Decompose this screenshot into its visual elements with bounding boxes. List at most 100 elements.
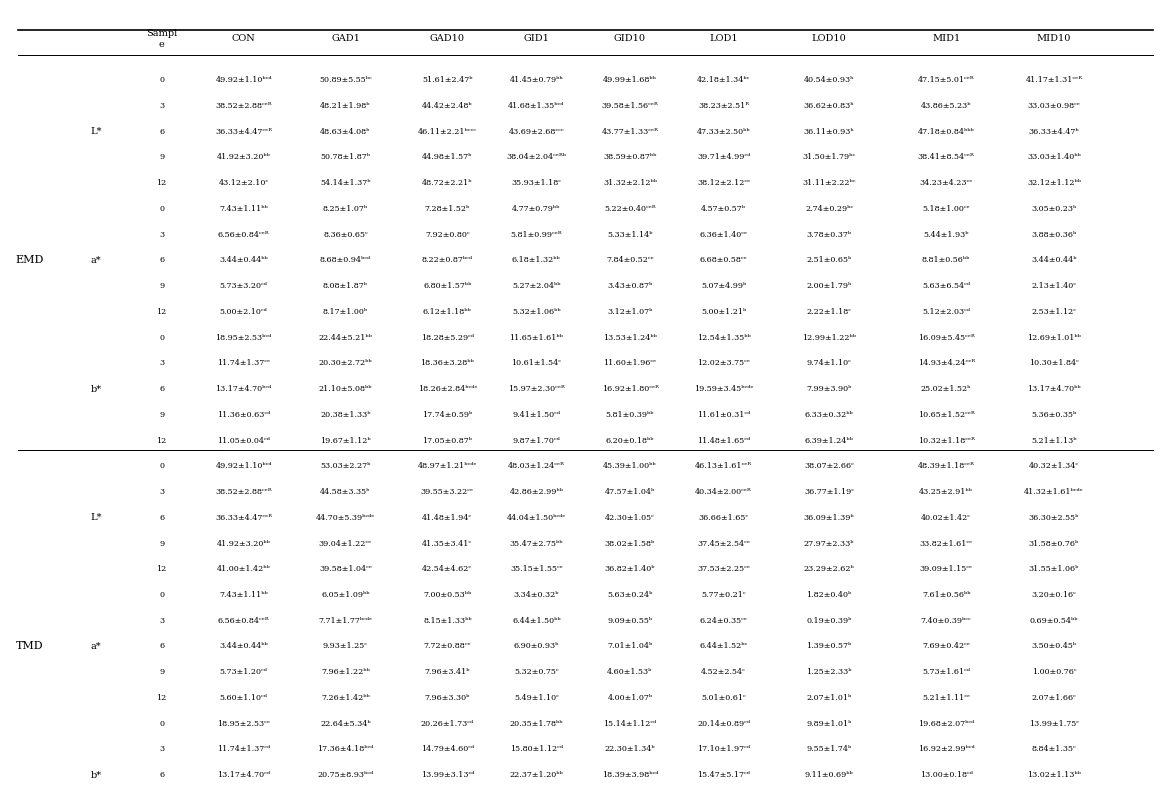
Text: 38.59±0.87ᵇᵇ: 38.59±0.87ᵇᵇ xyxy=(603,154,657,162)
Text: 6: 6 xyxy=(159,128,164,135)
Text: 4.57±0.57ᵇ: 4.57±0.57ᵇ xyxy=(701,205,746,213)
Text: 15.97±2.30ᶜᵉᴿ: 15.97±2.30ᶜᵉᴿ xyxy=(508,385,564,393)
Text: 12: 12 xyxy=(157,436,166,444)
Text: 7.72±0.88ᶜᵉ: 7.72±0.88ᶜᵉ xyxy=(424,642,471,650)
Text: 9.93±1.25ᶜ: 9.93±1.25ᶜ xyxy=(323,642,368,650)
Text: 6.56±0.84ᶜᵉᴿ: 6.56±0.84ᶜᵉᴿ xyxy=(218,617,269,625)
Text: 7.43±1.11ᵇᵇ: 7.43±1.11ᵇᵇ xyxy=(219,205,268,213)
Text: 42.18±1.34ᵇᶜ: 42.18±1.34ᵇᶜ xyxy=(697,76,751,84)
Text: 35.47±2.75ᵇᵇ: 35.47±2.75ᵇᵇ xyxy=(509,539,563,547)
Text: 12: 12 xyxy=(157,308,166,316)
Text: 38.52±2.88ᶜᵉᴿ: 38.52±2.88ᶜᵉᴿ xyxy=(215,102,272,110)
Text: 13.17±4.70ᵇᶜᵈ: 13.17±4.70ᵇᶜᵈ xyxy=(215,385,272,393)
Text: 7.71±1.77ᵇᶜᵈᵉ: 7.71±1.77ᵇᶜᵈᵉ xyxy=(319,617,372,625)
Text: 13.02±1.13ᵇᵇ: 13.02±1.13ᵇᵇ xyxy=(1027,771,1081,779)
Text: 47.15±5.01ᶜᵉᴿ: 47.15±5.01ᶜᵉᴿ xyxy=(918,76,974,84)
Text: 11.48±1.65ᶜᵈ: 11.48±1.65ᶜᵈ xyxy=(697,436,751,444)
Text: L*: L* xyxy=(90,128,102,136)
Text: 5.36±0.35ᵇ: 5.36±0.35ᵇ xyxy=(1032,411,1076,419)
Text: CON: CON xyxy=(232,34,255,44)
Text: 19.67±1.12ᵇ: 19.67±1.12ᵇ xyxy=(320,436,371,444)
Text: 36.11±0.93ʰ: 36.11±0.93ʰ xyxy=(803,128,855,135)
Text: 15.80±1.12ᶜᵈ: 15.80±1.12ᶜᵈ xyxy=(509,745,563,753)
Text: 39.58±1.56ᶜᵉᴿ: 39.58±1.56ᶜᵉᴿ xyxy=(602,102,658,110)
Text: 6: 6 xyxy=(159,642,164,650)
Text: 49.92±1.10ᵇᶜᵈ: 49.92±1.10ᵇᶜᵈ xyxy=(215,76,272,84)
Text: 18.95±2.53ᵇᶜᵈ: 18.95±2.53ᵇᶜᵈ xyxy=(215,333,272,341)
Text: 42.86±2.99ᵇᵇ: 42.86±2.99ᵇᵇ xyxy=(509,488,563,496)
Text: 38.04±2.04ᶜᵉᴿᵇ: 38.04±2.04ᶜᵉᴿᵇ xyxy=(506,154,567,162)
Text: 2.53±1.12ᶜ: 2.53±1.12ᶜ xyxy=(1032,308,1076,316)
Text: 44.58±3.35ᵇ: 44.58±3.35ᵇ xyxy=(320,488,371,496)
Text: 22.64±5.34ᵇ: 22.64±5.34ᵇ xyxy=(320,720,371,728)
Text: 36.66±1.65ᶜ: 36.66±1.65ᶜ xyxy=(699,514,748,522)
Text: 7.43±1.11ᵇᵇ: 7.43±1.11ᵇᵇ xyxy=(219,591,268,599)
Text: 7.96±1.22ᵇᵇ: 7.96±1.22ᵇᵇ xyxy=(321,668,370,676)
Text: 5.33±1.14ᵇ: 5.33±1.14ᵇ xyxy=(608,230,652,238)
Text: 8.81±0.56ᵇᵇ: 8.81±0.56ᵇᵇ xyxy=(922,257,971,265)
Text: 6: 6 xyxy=(159,257,164,265)
Text: 2.22±1.18ᶜ: 2.22±1.18ᶜ xyxy=(807,308,851,316)
Text: 0: 0 xyxy=(159,463,164,470)
Text: 7.00±0.53ᵇᵇ: 7.00±0.53ᵇᵇ xyxy=(423,591,472,599)
Text: 27.97±2.33ᵇ: 27.97±2.33ᵇ xyxy=(803,539,855,547)
Text: 41.00±1.42ᵇᵇ: 41.00±1.42ᵇᵇ xyxy=(217,565,271,573)
Text: 40.54±0.93ʰ: 40.54±0.93ʰ xyxy=(803,76,855,84)
Text: 3.34±0.32ᵇ: 3.34±0.32ᵇ xyxy=(514,591,559,599)
Text: 7.28±1.52ᵇ: 7.28±1.52ᵇ xyxy=(425,205,470,213)
Text: 43.69±2.68ᶜᶜᶜ: 43.69±2.68ᶜᶜᶜ xyxy=(508,128,564,135)
Text: 36.30±2.55ᵇ: 36.30±2.55ᵇ xyxy=(1028,514,1080,522)
Text: 41.48±1.94ᶜ: 41.48±1.94ᶜ xyxy=(423,514,472,522)
Text: 17.10±1.97ᶜᵈ: 17.10±1.97ᶜᵈ xyxy=(697,745,751,753)
Text: 9.87±1.70ᶜᵈ: 9.87±1.70ᶜᵈ xyxy=(513,436,560,444)
Text: 38.41±8.54ᶜᵉᴿ: 38.41±8.54ᶜᵉᴿ xyxy=(918,154,974,162)
Text: GID1: GID1 xyxy=(523,34,549,44)
Text: 3: 3 xyxy=(159,230,164,238)
Text: 37.45±2.54ᶜᵉ: 37.45±2.54ᶜᵉ xyxy=(697,539,751,547)
Text: 9.55±1.74ᵇ: 9.55±1.74ᵇ xyxy=(807,745,851,753)
Text: 36.09±1.39ᵇ: 36.09±1.39ᵇ xyxy=(803,514,855,522)
Text: 48.21±1.98ᵇ: 48.21±1.98ᵇ xyxy=(320,102,371,110)
Text: 3: 3 xyxy=(159,102,164,110)
Text: 20.30±2.72ᵇᵇ: 20.30±2.72ᵇᵇ xyxy=(319,360,372,367)
Text: 41.35±3.41ᶜ: 41.35±3.41ᶜ xyxy=(423,539,472,547)
Text: a*: a* xyxy=(90,642,102,651)
Text: 1.25±2.33ᵇ: 1.25±2.33ᵇ xyxy=(807,668,851,676)
Text: 15.14±1.12ᶜᵈ: 15.14±1.12ᶜᵈ xyxy=(603,720,657,728)
Text: 11.60±1.96ᶜᵉ: 11.60±1.96ᶜᵉ xyxy=(603,360,657,367)
Text: 10.61±1.54ᶜ: 10.61±1.54ᶜ xyxy=(512,360,561,367)
Text: 5.00±1.21ᵇ: 5.00±1.21ᵇ xyxy=(701,308,746,316)
Text: a*: a* xyxy=(90,256,102,265)
Text: 0: 0 xyxy=(159,333,164,341)
Text: 8.36±0.65ᶜ: 8.36±0.65ᶜ xyxy=(323,230,368,238)
Text: 54.14±1.37ᵇ: 54.14±1.37ᵇ xyxy=(320,179,371,187)
Text: 11.74±1.37ᶜᵈ: 11.74±1.37ᶜᵈ xyxy=(217,745,271,753)
Text: 11.36±0.63ᶜᵈ: 11.36±0.63ᶜᵈ xyxy=(217,411,271,419)
Text: 8.15±1.33ᵇᵇ: 8.15±1.33ᵇᵇ xyxy=(423,617,472,625)
Text: 5.32±0.75ᶜ: 5.32±0.75ᶜ xyxy=(514,668,559,676)
Text: 38.23±2.51ᴿ: 38.23±2.51ᴿ xyxy=(698,102,749,110)
Text: 21.10±5.08ᵇᵇ: 21.10±5.08ᵇᵇ xyxy=(319,385,372,393)
Text: 9: 9 xyxy=(159,154,164,162)
Text: 7.99±3.90ᵇ: 7.99±3.90ᵇ xyxy=(807,385,851,393)
Text: 6.05±1.09ᵇᵇ: 6.05±1.09ᵇᵇ xyxy=(321,591,370,599)
Text: 11.05±0.04ᶜᵈ: 11.05±0.04ᶜᵈ xyxy=(217,436,271,444)
Text: 33.82±1.61ᶜᵉ: 33.82±1.61ᶜᵉ xyxy=(919,539,973,547)
Text: 20.26±1.73ᶜᵈ: 20.26±1.73ᶜᵈ xyxy=(420,720,474,728)
Text: 31.58±0.76ᵇ: 31.58±0.76ᵇ xyxy=(1029,539,1078,547)
Text: 20.14±0.89ᶜᵈ: 20.14±0.89ᶜᵈ xyxy=(697,720,751,728)
Text: b*: b* xyxy=(90,771,102,779)
Text: 6.24±0.35ᶜᵉ: 6.24±0.35ᶜᵉ xyxy=(700,617,747,625)
Text: 3: 3 xyxy=(159,617,164,625)
Text: 6.39±1.24ᵇᵇ: 6.39±1.24ᵇᵇ xyxy=(804,436,854,444)
Text: 17.74±0.59ᵇ: 17.74±0.59ᵇ xyxy=(423,411,472,419)
Text: 49.92±1.10ᵇᶜᵈ: 49.92±1.10ᵇᶜᵈ xyxy=(215,463,272,470)
Text: 18.36±3.28ᵇᵇ: 18.36±3.28ᵇᵇ xyxy=(420,360,474,367)
Text: MID10: MID10 xyxy=(1036,34,1071,44)
Text: 53.03±2.27ᵇ: 53.03±2.27ᵇ xyxy=(320,463,371,470)
Text: 43.86±5.23ᵇ: 43.86±5.23ᵇ xyxy=(920,102,972,110)
Text: GAD1: GAD1 xyxy=(331,34,359,44)
Text: L*: L* xyxy=(90,513,102,522)
Text: 2.74±0.29ᵇᶜ: 2.74±0.29ᵇᶜ xyxy=(804,205,854,213)
Text: 2.51±0.65ᵇ: 2.51±0.65ᵇ xyxy=(807,257,851,265)
